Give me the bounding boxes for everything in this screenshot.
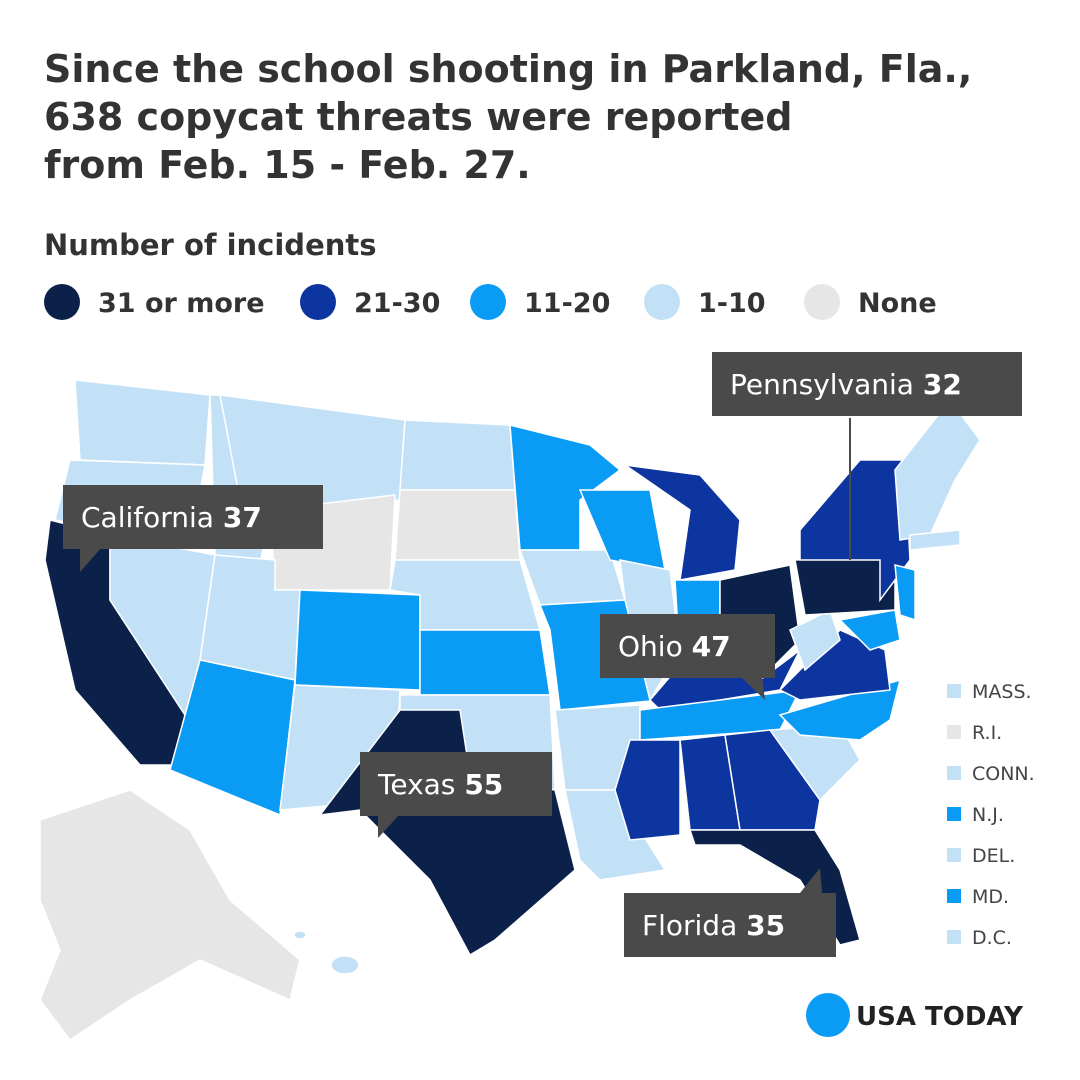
callout-value: 47 (692, 630, 731, 663)
callout-box (712, 352, 1022, 416)
callout-pointer (740, 676, 765, 700)
callout-label: California 37 (81, 501, 262, 534)
state (799, 459, 911, 603)
state (39, 789, 301, 1042)
legend-label: 21-30 (354, 288, 440, 319)
callout-label: Florida 35 (642, 909, 785, 942)
small-state-swatch (947, 684, 961, 698)
state (394, 489, 521, 561)
callout-state: Ohio (618, 630, 683, 663)
small-state-label: D.C. (972, 927, 1012, 949)
small-state-label: R.I. (972, 722, 1002, 744)
state (789, 608, 841, 672)
small-state-swatch (947, 766, 961, 780)
callout-label: Texas 55 (377, 768, 503, 801)
state (894, 398, 981, 541)
state (724, 729, 821, 831)
callout-label: Pennsylvania 32 (730, 368, 962, 401)
callout-pointer (800, 868, 822, 893)
state (330, 955, 360, 975)
callout-state: California (81, 501, 214, 534)
callout-box (624, 893, 836, 957)
state (909, 529, 961, 551)
legend-swatch (644, 284, 680, 320)
legend-label: 31 or more (98, 288, 265, 319)
state (293, 930, 307, 940)
legend-title: Number of incidents (44, 228, 377, 262)
legend-swatch (804, 284, 840, 320)
callout-value: 35 (746, 909, 785, 942)
title-line: Since the school shooting in Parkland, F… (44, 47, 972, 91)
small-state-label: MASS. (972, 681, 1032, 703)
small-state-label: N.J. (972, 804, 1004, 826)
small-state-swatch (947, 848, 961, 862)
legend-label: 1-10 (698, 288, 766, 319)
callout-pointer (80, 547, 102, 572)
callout-value: 55 (464, 768, 503, 801)
small-state-swatch (947, 889, 961, 903)
small-state-swatch (947, 930, 961, 944)
callout-value: 37 (223, 501, 262, 534)
legend-label: 11-20 (524, 288, 610, 319)
legend-swatch (300, 284, 336, 320)
state (688, 829, 861, 946)
us-map (39, 379, 981, 1042)
callout-box (600, 614, 775, 678)
callout-state: Pennsylvania (730, 368, 914, 401)
small-state-label: DEL. (972, 845, 1015, 867)
title-line: from Feb. 15 - Feb. 27. (44, 143, 531, 187)
small-state-label: CONN. (972, 763, 1035, 785)
legend-swatch (44, 284, 80, 320)
small-state-label: MD. (972, 886, 1009, 908)
callout-box (63, 485, 323, 549)
state (838, 609, 901, 651)
legend-swatch (470, 284, 506, 320)
title-line: 638 copycat threats were reported (44, 95, 792, 139)
state (419, 629, 551, 696)
legend-label: None (858, 288, 937, 319)
state (169, 659, 296, 817)
small-state-swatch (947, 807, 961, 821)
small-state-swatch (947, 725, 961, 739)
state (614, 739, 681, 841)
callout-pointer (378, 814, 400, 838)
state (624, 464, 741, 581)
callout-label: Ohio 47 (618, 630, 731, 663)
callout-state: Texas (377, 768, 455, 801)
callout-box (360, 752, 552, 816)
callout-state: Florida (642, 909, 737, 942)
brand: USA TODAY (856, 1002, 1024, 1032)
brand-logo (806, 993, 850, 1037)
state (399, 419, 516, 491)
state (894, 564, 916, 622)
state (294, 589, 421, 691)
state (74, 379, 211, 466)
callout-value: 32 (923, 368, 962, 401)
